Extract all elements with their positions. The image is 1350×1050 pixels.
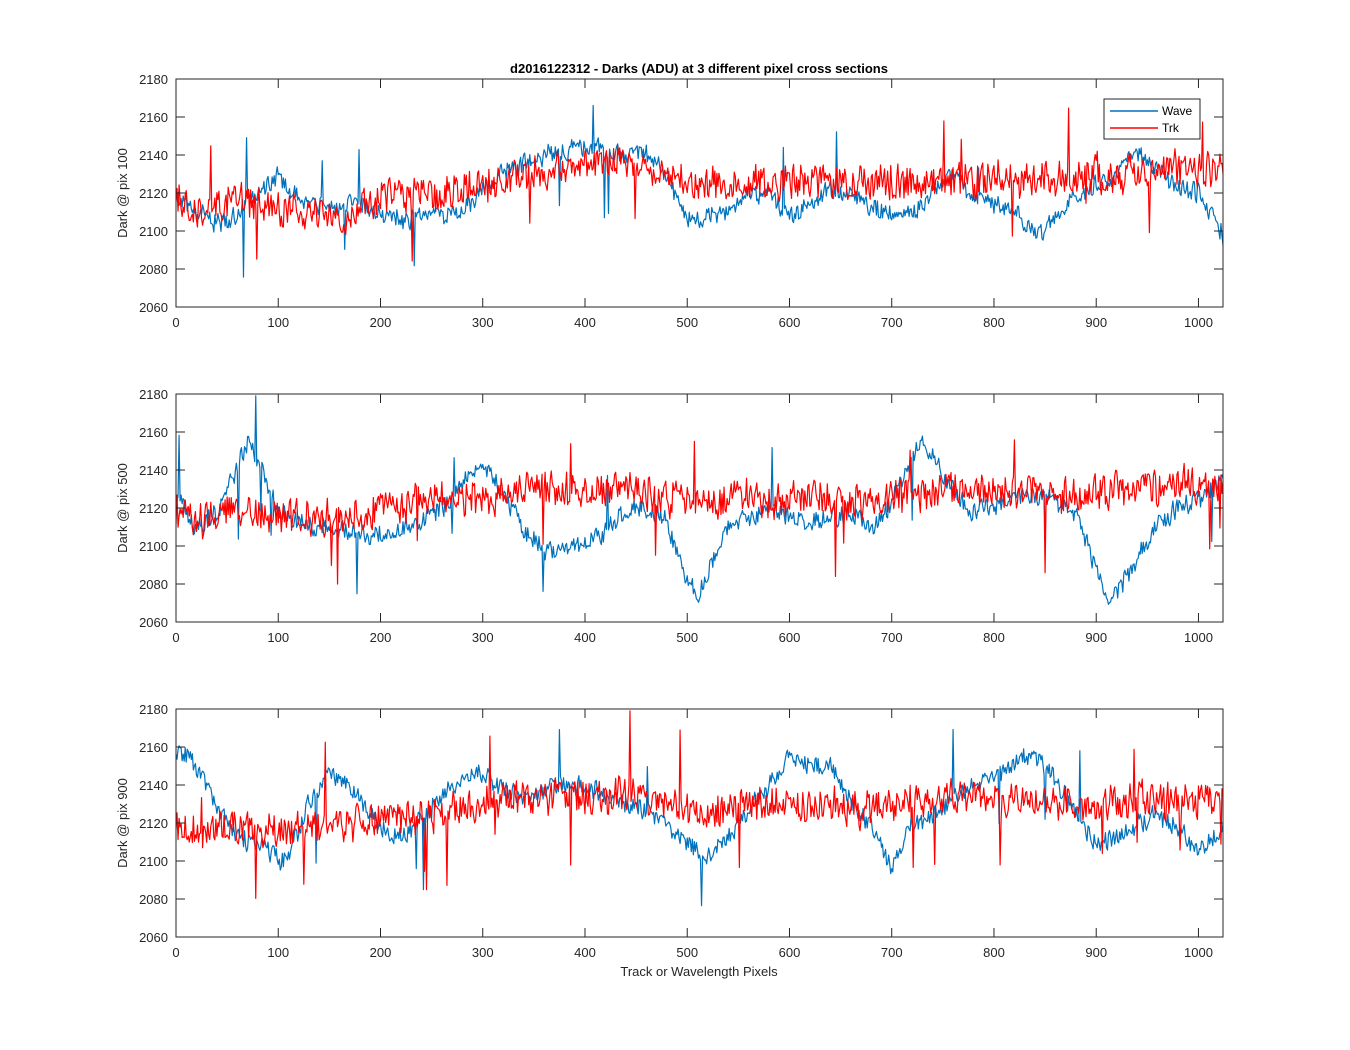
- x-tick-label: 600: [779, 630, 801, 645]
- y-tick-label: 2120: [139, 816, 168, 831]
- x-tick-label: 400: [574, 315, 596, 330]
- x-tick-label: 1000: [1184, 945, 1213, 960]
- chart-title: d2016122312 - Darks (ADU) at 3 different…: [510, 61, 888, 76]
- x-tick-label: 500: [676, 315, 698, 330]
- x-tick-label: 100: [267, 315, 289, 330]
- x-tick-label: 300: [472, 315, 494, 330]
- y-tick-label: 2180: [139, 702, 168, 717]
- x-tick-label: 0: [172, 630, 179, 645]
- y-tick-label: 2060: [139, 615, 168, 630]
- x-tick-label: 500: [676, 945, 698, 960]
- x-tick-label: 200: [370, 315, 392, 330]
- series-group: [176, 395, 1223, 605]
- x-tick-label: 400: [574, 630, 596, 645]
- x-tick-label: 300: [472, 945, 494, 960]
- legend-box: [1103, 98, 1201, 140]
- y-axis-label: Dark @ pix 900: [115, 778, 130, 868]
- series-group: [176, 710, 1223, 907]
- plot-area: [176, 79, 1223, 307]
- x-tick-label: 1000: [1184, 630, 1213, 645]
- x-tick-label: 1000: [1184, 315, 1213, 330]
- y-tick-label: 2120: [139, 186, 168, 201]
- x-tick-label: 900: [1085, 315, 1107, 330]
- x-tick-label: 800: [983, 315, 1005, 330]
- x-tick-label: 700: [881, 630, 903, 645]
- x-tick-label: 600: [779, 315, 801, 330]
- y-tick-label: 2060: [139, 930, 168, 945]
- x-tick-label: 200: [370, 945, 392, 960]
- y-tick-label: 2100: [139, 224, 168, 239]
- x-tick-label: 700: [881, 315, 903, 330]
- series-line-trk: [176, 710, 1223, 900]
- x-tick-label: 200: [370, 630, 392, 645]
- y-tick-label: 2160: [139, 740, 168, 755]
- y-tick-label: 2160: [139, 425, 168, 440]
- x-tick-label: 100: [267, 630, 289, 645]
- x-tick-label: 800: [983, 945, 1005, 960]
- x-tick-label: 600: [779, 945, 801, 960]
- x-tick-label: 900: [1085, 945, 1107, 960]
- panel-1: 0 100 200 300 400 500 600 700 800 900 1000 2060 2080…: [115, 72, 1224, 330]
- panel-2: 0 100 200 300 400 500 600 700 800 900 1000 2060 2080…: [115, 387, 1224, 645]
- x-axis-label: Track or Wavelength Pixels: [620, 964, 778, 979]
- series-line-wave: [176, 728, 1223, 907]
- y-tick-label: 2100: [139, 539, 168, 554]
- x-tick-label: 0: [172, 945, 179, 960]
- x-tick-label: 300: [472, 630, 494, 645]
- y-tick-label: 2080: [139, 577, 168, 592]
- y-tick-label: 2080: [139, 262, 168, 277]
- y-tick-label: 2060: [139, 300, 168, 315]
- y-axis-label: Dark @ pix 500: [115, 463, 130, 553]
- series-line-trk: [176, 107, 1223, 262]
- legend: Wave Trk: [1103, 98, 1201, 140]
- y-tick-label: 2180: [139, 387, 168, 402]
- x-tick-label: 100: [267, 945, 289, 960]
- x-tick-label: 0: [172, 315, 179, 330]
- y-tick-label: 2100: [139, 854, 168, 869]
- x-tick-label: 500: [676, 630, 698, 645]
- y-axis-label: Dark @ pix 100: [115, 148, 130, 238]
- y-tick-label: 2140: [139, 463, 168, 478]
- legend-label-trk: Trk: [1162, 121, 1180, 135]
- y-tick-label: 2120: [139, 501, 168, 516]
- series-line-wave: [176, 104, 1223, 278]
- y-tick-label: 2180: [139, 72, 168, 87]
- x-tick-label: 400: [574, 945, 596, 960]
- series-group: [176, 104, 1223, 278]
- y-tick-label: 2160: [139, 110, 168, 125]
- legend-label-wave: Wave: [1162, 104, 1193, 118]
- x-tick-label: 800: [983, 630, 1005, 645]
- y-tick-label: 2080: [139, 892, 168, 907]
- panel-3: 0 100 200 300 400 500 600 700 800 900 1000 2060 2080…: [115, 702, 1224, 960]
- series-line-trk: [176, 439, 1223, 585]
- y-tick-label: 2140: [139, 778, 168, 793]
- y-tick-label: 2140: [139, 148, 168, 163]
- x-tick-label: 900: [1085, 630, 1107, 645]
- plot-area: [176, 394, 1223, 622]
- x-tick-label: 700: [881, 945, 903, 960]
- panels: 0 100 200 300 400 500 600 700 800 900 100020602080…: [115, 72, 1224, 960]
